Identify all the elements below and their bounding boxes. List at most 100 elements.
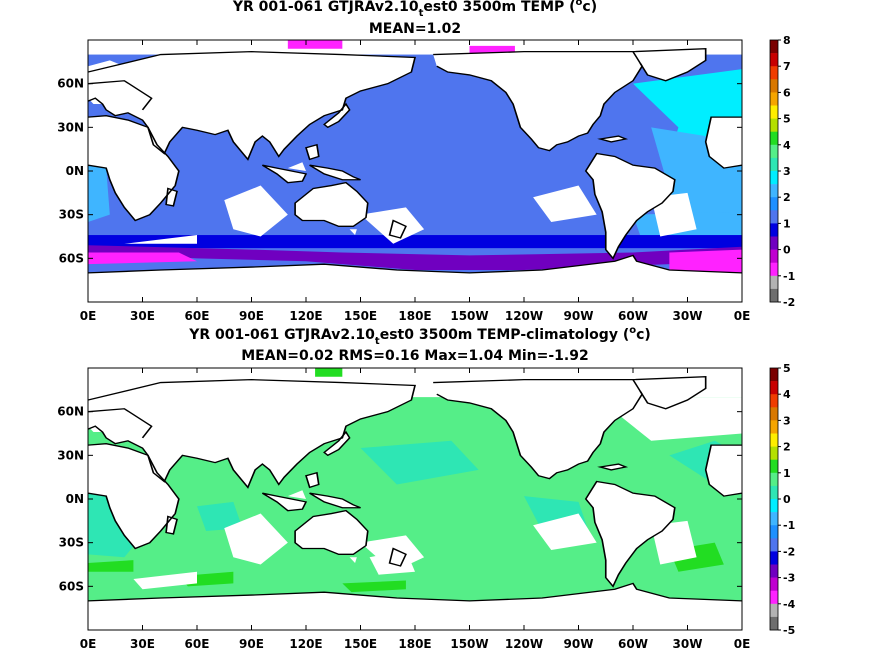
colorbar-swatch	[770, 368, 778, 382]
panel-b-title: YR 001-061 GTJRAv2.10test0 3500m TEMP-cl…	[188, 325, 651, 347]
colorbar-swatch	[770, 92, 778, 106]
colorbar-swatch	[770, 40, 778, 54]
x-tick-label: 150E	[344, 309, 377, 323]
x-tick-label: 0E	[80, 309, 97, 323]
colorbar-swatch	[770, 538, 778, 552]
panel-b-subtitle: MEAN=0.02 RMS=0.16 Max=1.04 Min=-1.92	[241, 348, 588, 364]
colorbar-label: -3	[783, 572, 795, 585]
x-tick-label: 150W	[450, 637, 488, 651]
colorbar-label: -1	[783, 519, 795, 532]
colorbar-label: 3	[783, 165, 791, 178]
colorbar-swatch	[770, 249, 778, 263]
colorbar-swatch	[770, 131, 778, 146]
panel-b-colorbar: 5 4 3 2 1 0 -1 -2 -3 -4 -5	[769, 362, 796, 637]
panel-b: YR 001-061 GTJRAv2.10test0 3500m TEMP-cl…	[57, 325, 795, 651]
colorbar-label: 1	[783, 467, 791, 480]
x-tick-label: 30E	[130, 637, 155, 651]
colorbar-swatch	[770, 472, 778, 487]
x-tick-label: 30E	[130, 309, 155, 323]
colorbar-swatch	[770, 66, 778, 80]
x-tick-label: 30W	[673, 637, 703, 651]
x-tick-label: 180E	[398, 309, 431, 323]
colorbar-label: -2	[783, 545, 795, 558]
panel-a-yaxis: 60N 30N 0N 30S 60S	[57, 77, 742, 265]
colorbar-swatch	[770, 446, 778, 460]
x-tick-label: 60W	[618, 309, 648, 323]
panel-a-xaxis: 0E 30E 60E 90E 120E 150E 180E 150W 120W 90W 60W 30W…	[80, 40, 751, 323]
colorbar-swatch	[770, 499, 778, 513]
colorbar-label: 5	[783, 113, 791, 126]
colorbar-swatch	[770, 381, 778, 395]
colorbar-label: 4	[783, 139, 791, 152]
colorbar-swatch	[770, 420, 778, 434]
colorbar-label: 6	[783, 86, 791, 99]
x-tick-label: 0E	[734, 309, 751, 323]
colorbar-swatch	[770, 197, 778, 211]
x-tick-label: 120W	[505, 309, 543, 323]
colorbar-label: -4	[783, 598, 796, 611]
colorbar-swatch	[770, 590, 778, 605]
colorbar-label: 5	[783, 362, 791, 375]
colorbar-swatch	[770, 616, 778, 631]
colorbar-swatch	[770, 459, 778, 474]
x-tick-label: 0E	[80, 637, 97, 651]
y-tick-label: 30S	[59, 208, 84, 222]
x-tick-label: 60E	[185, 309, 210, 323]
colorbar-label: -2	[783, 296, 795, 309]
colorbar-swatch	[770, 394, 778, 408]
colorbar-label: 0	[783, 493, 791, 506]
panel-b-xaxis: 0E 30E 60E 90E 120E 150E 180E 150W 120W 90W 60W 30W…	[80, 368, 751, 651]
colorbar-swatch	[770, 105, 778, 119]
colorbar-swatch	[770, 275, 778, 290]
x-tick-label: 180E	[398, 637, 431, 651]
x-tick-label: 120E	[289, 637, 322, 651]
y-tick-label: 60S	[59, 579, 84, 593]
colorbar-swatch	[770, 157, 778, 172]
colorbar-swatch	[770, 485, 778, 500]
panel-a-subtitle: MEAN=1.02	[369, 21, 461, 37]
colorbar-label: -5	[783, 624, 795, 637]
x-tick-label: 0E	[734, 637, 751, 651]
colorbar-swatch	[770, 118, 778, 132]
x-tick-label: 90W	[564, 637, 594, 651]
colorbar-swatch	[770, 433, 778, 447]
colorbar-swatch	[770, 236, 778, 250]
x-tick-label: 30W	[673, 309, 703, 323]
colorbar-swatch	[770, 210, 778, 224]
colorbar-swatch	[770, 288, 778, 303]
y-tick-label: 60N	[57, 405, 84, 419]
y-tick-label: 60N	[57, 77, 84, 91]
y-tick-label: 60S	[59, 251, 84, 265]
colorbar-swatch	[770, 184, 778, 198]
colorbar-label: 0	[783, 244, 791, 257]
x-tick-label: 90E	[239, 309, 264, 323]
x-tick-label: 90E	[239, 637, 264, 651]
y-tick-label: 0N	[66, 164, 84, 178]
panel-b-map	[88, 368, 742, 630]
panel-a-title: YR 001-061 GTJRAv2.10test0 3500m TEMP (o…	[232, 0, 597, 19]
colorbar-swatch	[770, 577, 778, 591]
x-tick-label: 120W	[505, 637, 543, 651]
colorbar-label: 2	[783, 191, 791, 204]
colorbar-swatch	[770, 525, 778, 539]
colorbar-swatch	[770, 512, 778, 526]
panel-b-yaxis: 60N 30N 0N 30S 60S	[57, 405, 742, 593]
panel-a: YR 001-061 GTJRAv2.10test0 3500m TEMP (o…	[57, 0, 795, 323]
x-tick-label: 90W	[564, 309, 594, 323]
colorbar-swatch	[770, 407, 778, 421]
colorbar-label: 3	[783, 414, 791, 427]
colorbar-label: 8	[783, 34, 791, 47]
y-tick-label: 30S	[59, 536, 84, 550]
x-tick-label: 120E	[289, 309, 322, 323]
colorbar-swatch	[770, 144, 778, 159]
colorbar-label: 2	[783, 441, 791, 454]
x-tick-label: 150W	[450, 309, 488, 323]
colorbar-swatch	[770, 53, 778, 67]
panel-a-map	[88, 40, 742, 302]
colorbar-swatch	[770, 551, 778, 565]
y-tick-label: 30N	[57, 120, 84, 134]
colorbar-swatch	[770, 603, 778, 618]
x-tick-label: 150E	[344, 637, 377, 651]
x-tick-label: 60W	[618, 637, 648, 651]
